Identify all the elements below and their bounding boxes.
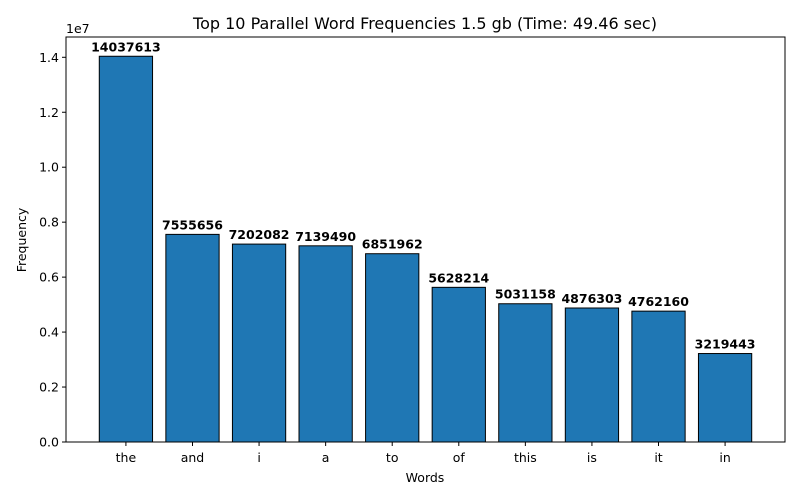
y-tick-label: 1.0 [39,160,59,175]
bar-and [165,233,220,443]
bar-of [431,286,486,443]
bar-it [631,310,686,443]
bar-value-label: 6851962 [362,237,423,252]
x-tick-label: to [386,450,399,465]
bar-value-label: 7555656 [162,217,223,232]
bar-is [564,307,620,443]
bar-value-label: 5031158 [495,287,556,302]
x-tick-label: a [322,450,330,465]
bar-value-label: 4876303 [561,291,622,306]
bar-value-label: 5628214 [428,270,489,285]
x-tick-label: of [453,450,466,465]
chart-title: Top 10 Parallel Word Frequencies 1.5 gb … [192,14,657,33]
bar-value-label: 7202082 [229,227,290,242]
bar-value-label: 14037613 [91,39,161,54]
x-tick-label: in [719,450,730,465]
x-tick-label: this [514,450,537,465]
plot-area: 0.0 0.2 0.4 0.6 0.8 1.0 1.2 1.4 14037613 the 75556… [39,39,755,465]
x-tick-label: the [116,450,137,465]
x-axis-label: Words [406,470,445,485]
x-tick-label: is [587,450,597,465]
bar-in [697,353,753,443]
bar-a [298,245,353,443]
bar-value-label: 4762160 [628,294,689,309]
y-tick-label: 0.0 [39,435,59,450]
bar-value-label: 3219443 [695,337,756,352]
y-tick-label: 0.8 [39,215,59,230]
axes-frame [65,36,786,443]
y-tick-label: 0.6 [39,270,59,285]
bar-to [365,253,420,443]
x-tick-label: i [257,450,260,465]
y-axis-label: Frequency [14,207,29,272]
x-tick-label: it [654,450,662,465]
x-tick-label: and [181,450,205,465]
y-tick-label: 0.4 [39,325,59,340]
bar-i [231,243,287,443]
y-tick-label: 0.2 [39,380,59,395]
bar-value-label: 7139490 [295,229,356,244]
y-offset-label: 1e7 [66,21,90,36]
bar-this [498,303,553,443]
bar-the [98,55,154,443]
y-tick-label: 1.4 [39,50,59,65]
y-tick-label: 1.2 [39,105,59,120]
